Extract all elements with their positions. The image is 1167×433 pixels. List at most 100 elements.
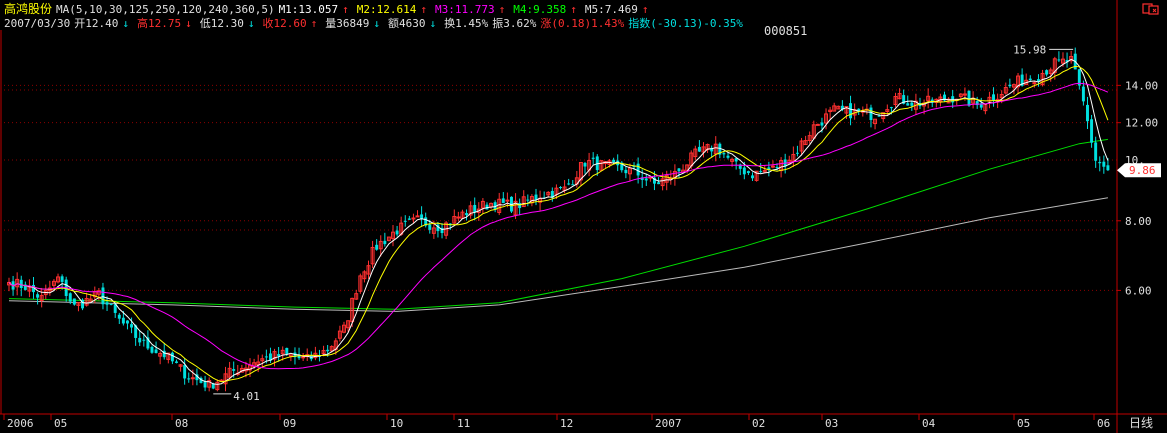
candle-down: [1036, 79, 1040, 82]
quote-close: 收12.60 ↑: [262, 17, 318, 30]
candle-up: [280, 349, 285, 355]
period-label: 日线: [1129, 416, 1153, 430]
candle-down: [591, 157, 595, 159]
quote-turnover: 换1.45%: [444, 17, 489, 30]
candle-up: [885, 109, 890, 112]
candle-up: [762, 169, 767, 173]
candle-down: [795, 152, 799, 154]
candle-down: [583, 162, 587, 167]
stock-name: 高鸿股份: [4, 2, 53, 16]
candle-up: [415, 215, 420, 218]
candle-down: [906, 103, 910, 106]
candle-up: [256, 361, 261, 366]
quote-low: 低12.30 ↓: [199, 17, 255, 30]
ma-line-gray: [8, 197, 1108, 312]
candle-down: [877, 115, 881, 117]
candle-up: [207, 380, 212, 388]
candle-up: [350, 297, 355, 323]
candle-down: [742, 167, 746, 175]
candle-down: [550, 190, 554, 198]
candle-up: [803, 140, 808, 146]
chart-axes: [0, 0, 1167, 415]
candle-up: [358, 275, 363, 292]
restore-icon[interactable]: [1141, 2, 1163, 16]
candle-up: [84, 298, 89, 306]
candle-up: [272, 351, 277, 360]
candle-down: [1086, 104, 1089, 122]
candle-up: [39, 295, 44, 302]
candle-down: [767, 167, 771, 171]
candle-down: [403, 220, 407, 222]
quote-change: 涨(0.18)1.43%: [540, 17, 625, 30]
candle-up: [844, 106, 849, 114]
long-moving-averages: [8, 138, 1108, 312]
candle-down: [440, 227, 444, 234]
candle-up: [346, 320, 351, 329]
candle-up: [815, 123, 820, 126]
candle-down: [146, 337, 150, 349]
candle-down: [1057, 59, 1061, 61]
candle-down: [268, 353, 272, 361]
candle-down: [117, 314, 121, 319]
candle-down: [1028, 78, 1032, 81]
candle-up: [807, 135, 812, 141]
candle-down: [101, 287, 105, 305]
quote-info-row: 2007/03/30 开12.40 ↓ 高12.75 ↓ 低12.30 ↓ 收12.60 ↑ 量3…: [4, 17, 747, 30]
candle-up: [1069, 55, 1074, 62]
candle-up: [215, 381, 220, 391]
price-tag-box: [1117, 163, 1161, 178]
ma30-line: [8, 82, 1109, 370]
candle-down: [857, 108, 861, 112]
candle-down: [534, 194, 538, 200]
candle-down: [751, 175, 754, 179]
candle-down: [738, 164, 742, 169]
quote-amount: 额4630 ↓: [387, 17, 437, 30]
candle-down: [1090, 119, 1094, 143]
candle-down: [32, 284, 35, 293]
candle-up: [664, 174, 669, 183]
candle-up: [828, 109, 833, 113]
y-tick-label: 6.00: [1125, 284, 1152, 297]
candle-down: [232, 369, 236, 371]
candle-down: [526, 199, 530, 201]
candle-down: [375, 244, 379, 250]
y-tick-label: 8.00: [1125, 215, 1152, 228]
price-tag-value: 9.86: [1129, 164, 1156, 177]
candle-up: [701, 146, 706, 153]
candle-up: [513, 200, 518, 216]
candle-down: [620, 162, 624, 171]
candle-down: [943, 94, 946, 101]
candle-up: [354, 293, 359, 300]
candle-up: [505, 199, 510, 202]
candle-down: [718, 143, 722, 155]
x-tick-label: 05: [54, 417, 67, 430]
candle-up: [1016, 75, 1021, 88]
stock-code: 000851: [764, 24, 808, 38]
candle-up: [754, 170, 759, 181]
candle-up: [56, 276, 60, 283]
candle-down: [187, 378, 191, 380]
candle-down: [746, 171, 750, 173]
candle-down: [677, 168, 681, 172]
candle-down: [967, 90, 971, 106]
candle-up: [301, 356, 306, 359]
y-tick-label: 14.00: [1125, 79, 1158, 92]
candle-up: [476, 208, 481, 214]
ma-value-2: M2:12.614 ↑: [356, 3, 428, 16]
candle-up: [824, 113, 829, 124]
candle-down: [285, 347, 289, 354]
x-tick-label: 10: [390, 417, 403, 430]
candle-up: [1003, 87, 1008, 94]
candle-down: [820, 122, 824, 126]
candle-up: [1061, 58, 1065, 64]
candle-up: [799, 140, 804, 152]
candle-up: [770, 165, 775, 168]
candle-down: [1077, 69, 1081, 86]
x-tick-label: 08: [175, 417, 188, 430]
candle-down: [183, 365, 187, 379]
candle-down: [518, 202, 522, 209]
candle-down: [501, 198, 505, 204]
x-tick-label: 06: [1097, 417, 1110, 430]
